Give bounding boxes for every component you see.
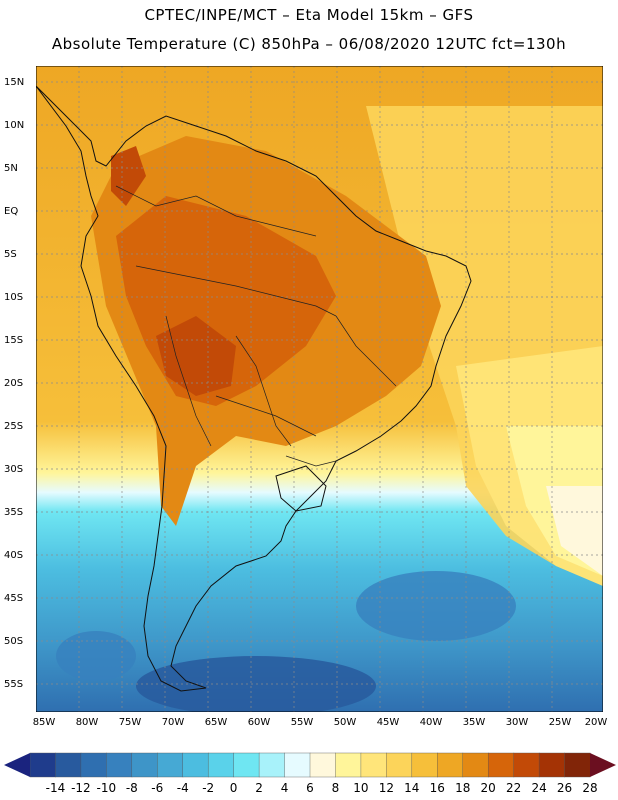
lat-label: 20S (4, 378, 24, 389)
colorbar-cell (80, 752, 107, 778)
lat-label: 40S (4, 550, 24, 561)
colorbar-cell (284, 752, 311, 778)
lon-label: 75W (118, 717, 142, 728)
lon-label: 60W (247, 717, 271, 728)
colorbar-below-arrow (4, 753, 30, 777)
colorbar-cell (55, 752, 82, 778)
lon-label: 20W (584, 717, 608, 728)
colorbar-label: -14 (45, 781, 66, 795)
country-borders (115, 185, 397, 467)
colorbar-label: 18 (455, 781, 471, 795)
colorbar-cell (462, 752, 489, 778)
lat-label: 10S (4, 292, 24, 303)
colorbar-cell (207, 752, 235, 778)
lon-label: 55W (290, 717, 314, 728)
colorbar-label: 2 (255, 781, 263, 795)
colorbar-label: 4 (280, 781, 289, 795)
field-andes-hotspot (111, 146, 146, 206)
colorbar-label: 22 (505, 781, 522, 795)
colorbar (4, 752, 616, 778)
colorbar-cell (335, 752, 362, 778)
field-cold-eddy (356, 571, 516, 641)
colorbar-label: -4 (176, 781, 189, 795)
lon-label: 25W (548, 717, 572, 728)
lat-label: EQ (4, 206, 19, 217)
colorbar-label: 10 (353, 781, 369, 795)
colorbar-label: -6 (151, 781, 164, 795)
colorbar-cell (513, 752, 540, 778)
title-field: Absolute Temperature (C) 850hPa – 06/08/… (51, 35, 567, 53)
lat-label: 55S (4, 679, 24, 690)
colorbar-label: 14 (404, 781, 420, 795)
lat-label: 10N (4, 120, 25, 131)
colorbar-label: -12 (71, 781, 91, 795)
colorbar-cell (131, 752, 158, 778)
colorbar-label: -2 (202, 781, 215, 795)
colorbar-cell (182, 752, 209, 778)
lon-label: 80W (75, 717, 99, 728)
temperature-map (36, 66, 603, 712)
colorbar-cell (29, 752, 56, 778)
field-chaco-hotspot (156, 316, 236, 396)
lon-label: 35W (462, 717, 486, 728)
colorbar-label: 12 (378, 781, 394, 795)
colorbar-cell (106, 752, 133, 778)
field-cold-west (56, 631, 136, 681)
rio-de-la-plata-outline (275, 465, 327, 512)
colorbar-label: 26 (556, 781, 573, 795)
lat-label: 25S (4, 421, 24, 432)
colorbar-label: 8 (331, 781, 340, 795)
lat-label: 15S (4, 335, 24, 346)
colorbar-label: -10 (96, 781, 117, 795)
lon-label: 85W (32, 717, 56, 728)
lon-label: 45W (376, 717, 400, 728)
lon-label: 70W (161, 717, 185, 728)
colorbar-cell (157, 752, 184, 778)
lon-label: 40W (419, 717, 443, 728)
colorbar-label: 20 (480, 781, 496, 795)
title-model: CPTEC/INPE/MCT – Eta Model 15km – GFS (144, 6, 474, 24)
lat-label: 5S (4, 249, 17, 260)
lat-label: 45S (4, 593, 24, 604)
colorbar-label: 24 (531, 781, 547, 795)
lat-label: 15N (4, 77, 25, 88)
lat-label: 5N (4, 163, 18, 174)
colorbar-cell (309, 752, 336, 778)
colorbar-cell (411, 752, 438, 778)
colorbar-cell (233, 752, 260, 778)
colorbar-cell (360, 752, 387, 778)
lat-label: 30S (4, 464, 24, 475)
colorbar-cell (386, 752, 413, 778)
colorbar-cell (564, 752, 591, 778)
colorbar-cell (538, 752, 566, 778)
colorbar-above-arrow (590, 753, 616, 777)
lon-label: 65W (204, 717, 228, 728)
south-america-outline (36, 85, 472, 692)
colorbar-cell (487, 752, 515, 778)
colorbar-label: 6 (306, 781, 314, 795)
colorbar-label: 0 (229, 781, 238, 795)
lon-label: 50W (333, 717, 357, 728)
field-cream-atlantic (546, 486, 603, 576)
lat-label: 35S (4, 507, 24, 518)
lat-label: 50S (4, 636, 24, 647)
lon-label: 30W (505, 717, 529, 728)
coastlines (36, 85, 472, 692)
colorbar-label: 16 (429, 781, 445, 795)
colorbar-cell (437, 752, 464, 778)
colorbar-label: -8 (125, 781, 138, 795)
colorbar-label: 28 (582, 781, 598, 795)
colorbar-cell (258, 752, 286, 778)
